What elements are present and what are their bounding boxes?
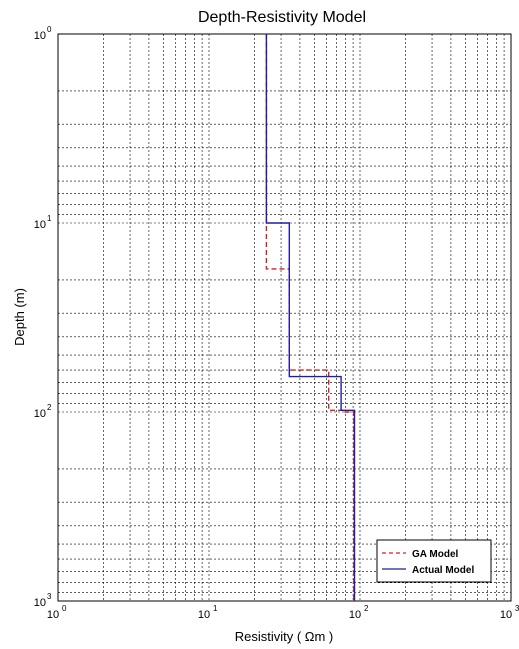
y-tick-base: 10: [34, 408, 46, 420]
legend-box: [376, 539, 492, 583]
y-tick-base: 10: [34, 597, 46, 609]
plot-area-frame: [57, 33, 512, 602]
x-tick-exp: 0: [62, 604, 67, 613]
y-tick-base: 10: [34, 219, 46, 231]
x-tick-label: 101: [198, 604, 218, 621]
x-tick-label: 100: [47, 604, 67, 621]
y-tick-exp: 0: [47, 25, 52, 34]
legend-actual-label: Actual Model: [412, 565, 474, 576]
series-line-actual-model: [265, 34, 356, 601]
legend: GA Model Actual Model: [376, 539, 492, 583]
y-tick-base: 10: [34, 30, 46, 42]
x-tick-base: 10: [500, 609, 512, 621]
y-tick-label: 101: [34, 214, 52, 231]
y-tick-exp: 3: [47, 592, 52, 601]
x-tick-base: 10: [47, 609, 59, 621]
legend-ga-label: GA Model: [412, 549, 459, 560]
x-axis-label: Resistivity ( Ωm ): [235, 629, 334, 644]
y-tick-label: 102: [34, 403, 52, 420]
series-line-ga-model: [265, 34, 355, 601]
x-tick-exp: 3: [515, 604, 519, 613]
x-tick-label: 103: [500, 604, 519, 621]
x-tick-label: 102: [349, 604, 369, 621]
x-tick-exp: 1: [213, 604, 218, 613]
x-tick-base: 10: [198, 609, 210, 621]
y-tick-exp: 1: [47, 214, 52, 223]
grid: [58, 34, 511, 601]
y-axis-label: Depth (m): [12, 288, 27, 346]
series-lines: [265, 34, 356, 601]
y-tick-label: 100: [34, 25, 52, 42]
y-tick-exp: 2: [47, 403, 52, 412]
chart-title: Depth-Resistivity Model: [198, 9, 366, 26]
x-tick-exp: 2: [364, 604, 369, 613]
y-tick-label: 103: [34, 592, 52, 609]
x-tick-base: 10: [349, 609, 361, 621]
